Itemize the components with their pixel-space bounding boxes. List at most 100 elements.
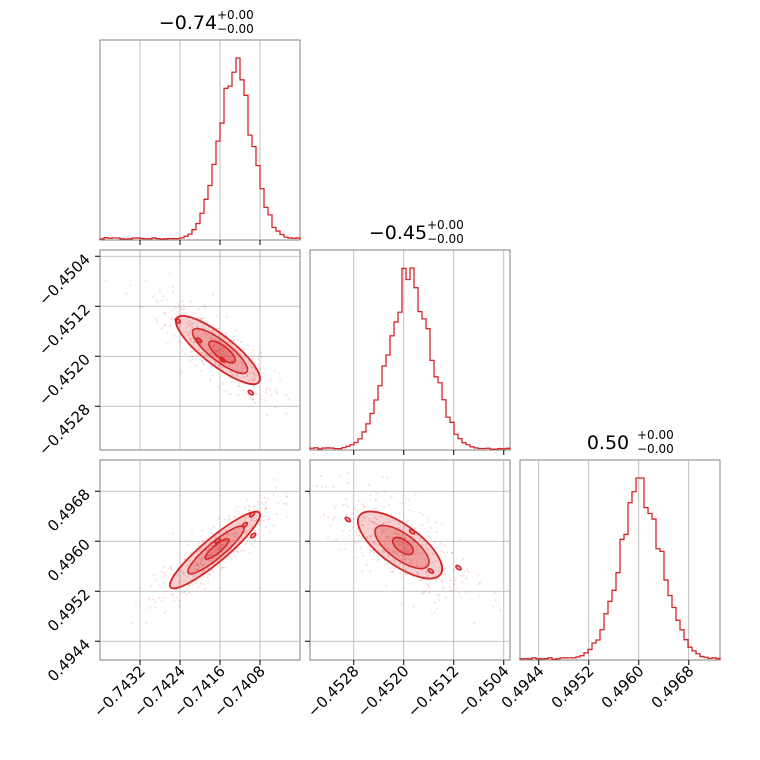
- sample-point: [252, 399, 254, 401]
- sample-point: [400, 549, 402, 552]
- sample-point: [478, 583, 481, 585]
- sample-point: [405, 568, 408, 571]
- sample-point: [206, 555, 208, 557]
- sample-point: [465, 591, 468, 594]
- sample-point: [248, 552, 251, 554]
- sample-point: [230, 543, 233, 546]
- contour-island: [195, 337, 203, 344]
- sample-point: [203, 364, 205, 366]
- sample-point: [189, 339, 191, 341]
- sample-point: [352, 513, 354, 515]
- sample-point: [222, 566, 224, 569]
- sample-point: [423, 565, 426, 568]
- sample-point: [412, 576, 414, 578]
- sample-point: [185, 326, 188, 329]
- sample-point: [423, 590, 425, 593]
- param-title-minus: −0.00: [637, 442, 674, 456]
- sample-point: [194, 574, 197, 576]
- x-tick-label: −0.4512: [404, 662, 463, 721]
- sample-point: [283, 502, 285, 505]
- sample-point: [205, 353, 207, 355]
- sample-point: [210, 541, 212, 544]
- sample-point: [201, 559, 203, 562]
- sample-point: [286, 503, 288, 505]
- sample-point: [362, 523, 364, 526]
- sample-point: [243, 529, 246, 532]
- sample-point: [363, 505, 366, 508]
- sample-point: [222, 369, 224, 371]
- sample-point: [372, 528, 375, 531]
- sample-point: [158, 597, 160, 599]
- sample-point: [225, 316, 228, 318]
- sample-point: [444, 544, 447, 547]
- sample-point: [194, 575, 196, 578]
- panel-frame: [99, 39, 301, 241]
- sample-point: [329, 525, 332, 527]
- sample-point: [191, 329, 193, 331]
- sample-point: [427, 584, 430, 587]
- sample-point: [248, 505, 251, 507]
- sample-point: [254, 368, 257, 371]
- sample-point: [407, 498, 410, 501]
- sample-point: [197, 349, 199, 351]
- sample-point: [441, 579, 444, 582]
- sample-point: [288, 398, 290, 401]
- sample-point: [221, 335, 224, 338]
- sample-point: [375, 492, 378, 495]
- param-title-minus: −0.00: [427, 232, 464, 246]
- sample-point: [252, 398, 255, 401]
- sample-point: [419, 511, 421, 514]
- sample-point: [384, 490, 387, 493]
- sample-point: [453, 570, 455, 572]
- sample-point: [195, 565, 198, 567]
- sample-point: [217, 535, 220, 538]
- sample-point: [247, 509, 250, 512]
- histogram-line: [309, 267, 511, 450]
- sample-point: [152, 295, 155, 298]
- sample-point: [215, 355, 218, 357]
- sample-point: [182, 331, 185, 334]
- sample-point: [382, 549, 384, 552]
- sample-point: [238, 352, 241, 354]
- sample-point: [194, 346, 196, 349]
- sample-point: [377, 543, 380, 546]
- sample-point: [391, 548, 393, 550]
- sample-point: [393, 567, 396, 570]
- sample-point: [225, 529, 228, 532]
- sample-point: [382, 476, 384, 478]
- sample-point: [222, 540, 225, 542]
- sample-point: [182, 308, 184, 311]
- sample-point: [216, 544, 219, 546]
- sample-point: [383, 546, 386, 549]
- sample-point: [178, 582, 180, 585]
- sample-point: [332, 518, 334, 521]
- sample-point: [199, 318, 202, 321]
- sample-point: [346, 482, 349, 484]
- sample-point: [183, 559, 186, 561]
- sample-point: [166, 298, 169, 301]
- sample-point: [206, 354, 209, 356]
- sample-point: [228, 556, 231, 559]
- sample-point: [203, 323, 206, 325]
- sample-point: [398, 543, 401, 545]
- sample-point: [354, 508, 356, 510]
- sample-point: [225, 540, 228, 542]
- sample-point: [201, 340, 204, 342]
- sample-point: [251, 366, 254, 369]
- sample-point: [243, 532, 245, 535]
- sample-point: [252, 516, 254, 518]
- sample-point: [253, 372, 255, 374]
- sample-point: [166, 343, 169, 345]
- sample-point: [187, 565, 189, 567]
- sample-point: [238, 541, 240, 544]
- sample-point: [235, 531, 237, 533]
- sample-point: [275, 513, 278, 515]
- sample-point: [425, 543, 428, 546]
- sample-point: [389, 549, 392, 552]
- sample-point: [227, 532, 230, 535]
- sample-point: [235, 349, 237, 351]
- sample-point: [244, 543, 247, 545]
- sample-point: [428, 586, 431, 589]
- sample-point: [446, 551, 449, 554]
- sample-point: [231, 360, 234, 363]
